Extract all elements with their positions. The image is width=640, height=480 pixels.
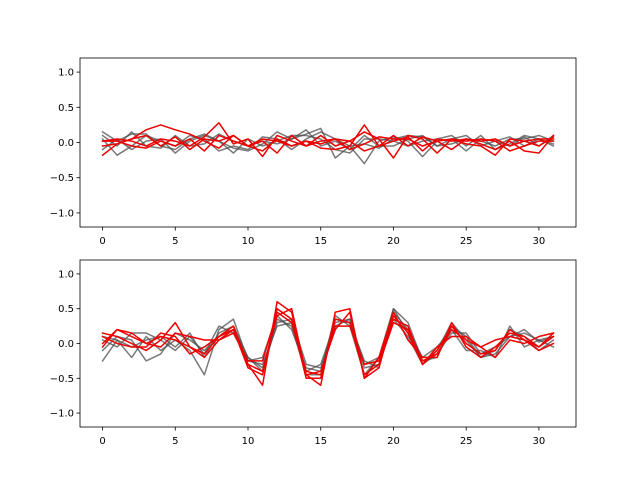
x-tick-label: 10: [242, 436, 255, 447]
x-tick-label: 30: [533, 236, 546, 247]
x-tick-label: 25: [460, 436, 473, 447]
y-tick-label: −1.0: [50, 208, 74, 219]
x-tick-label: 10: [242, 236, 255, 247]
x-tick-label: 20: [387, 236, 400, 247]
y-tick-label: −1.0: [50, 409, 74, 420]
x-tick-label: 15: [314, 236, 327, 247]
x-tick-label: 20: [387, 436, 400, 447]
y-tick-label: 1.0: [58, 68, 74, 79]
x-tick-label: 15: [314, 436, 327, 447]
red-series-line-7: [101, 134, 555, 152]
red-series-line-4: [101, 124, 555, 157]
x-tick-label: 5: [172, 236, 178, 247]
x-tick-label: 0: [99, 436, 105, 447]
y-tick-label: −0.5: [50, 173, 74, 184]
y-tick-label: 0.5: [58, 103, 74, 114]
red-series-line-7: [101, 307, 555, 380]
y-tick-label: −0.5: [50, 374, 74, 385]
y-tick-label: 0.5: [58, 304, 74, 315]
y-tick-label: 0.0: [58, 339, 74, 350]
x-tick-label: 25: [460, 236, 473, 247]
x-tick-label: 5: [172, 436, 178, 447]
y-tick-label: 0.0: [58, 138, 74, 149]
bottom-subplot: 0 5 10 15 20 25 30 −1.0 −0.5 0.0 0.5 1.0: [50, 259, 577, 447]
top-subplot: 0 5 10 15 20 25 30 −1.0 −0.5 0.0 0.5 1.0: [50, 57, 577, 247]
x-tick-label: 30: [533, 436, 546, 447]
x-tick-label: 0: [99, 236, 105, 247]
gray-series-line-2: [101, 314, 555, 376]
red-series-line-6: [101, 134, 555, 154]
y-tick-label: 1.0: [58, 269, 74, 280]
